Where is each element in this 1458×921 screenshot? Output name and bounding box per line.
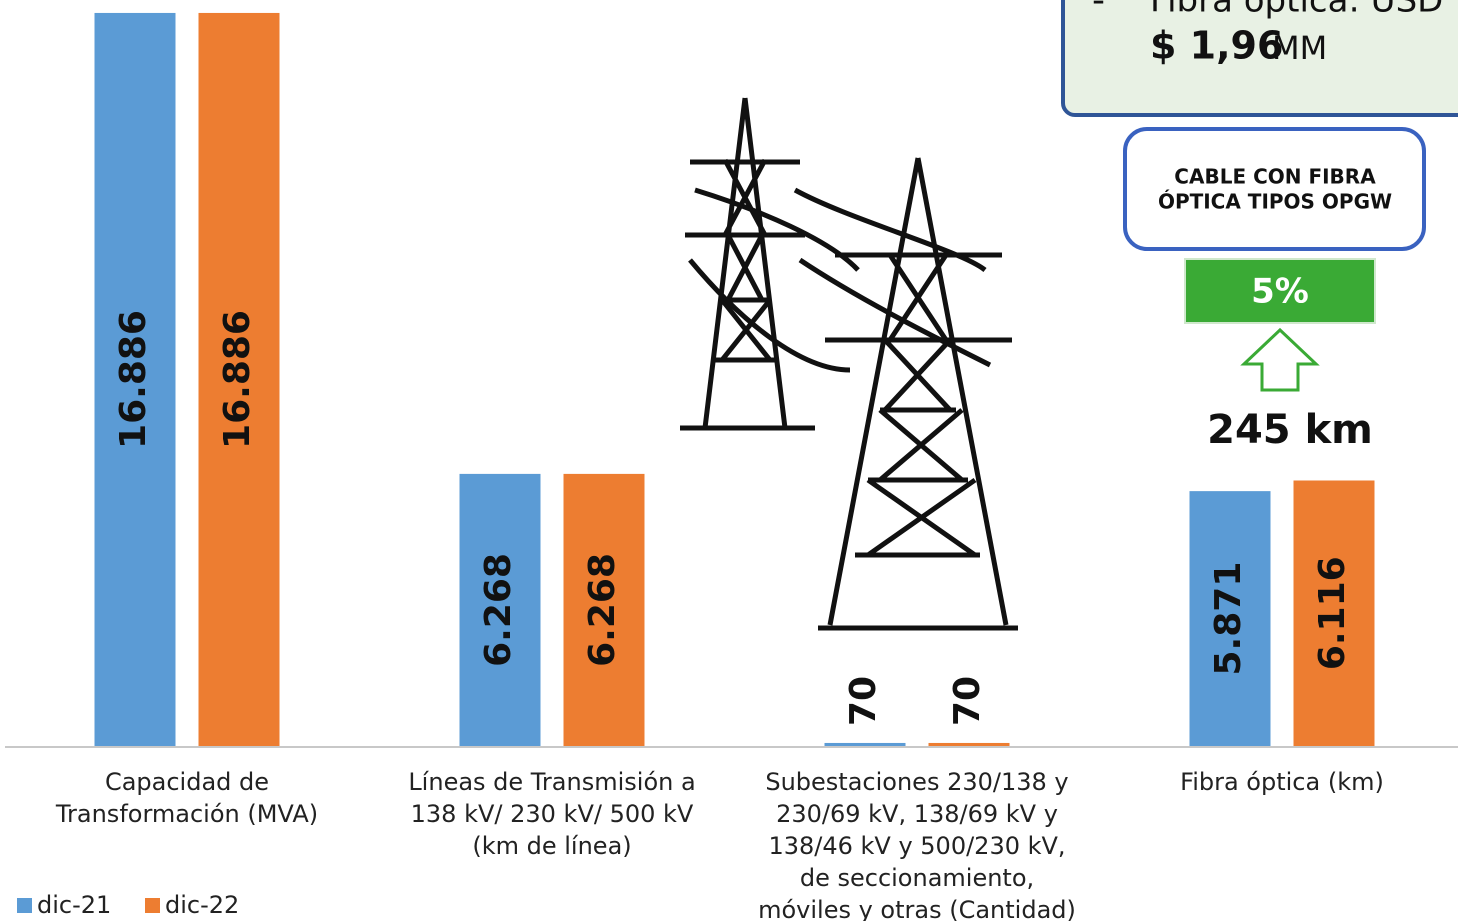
- cable-text: CABLE CON FIBRA: [1174, 165, 1376, 189]
- value-label: 6.268: [582, 553, 623, 667]
- x-tick-label: Fibra óptica (km): [1180, 768, 1384, 796]
- x-tick-label: Capacidad de: [105, 768, 269, 796]
- value-label: 16.886: [217, 310, 258, 449]
- legend-swatch: [145, 898, 160, 913]
- increase-text: 245 km: [1207, 407, 1373, 453]
- info-dash: -: [1092, 0, 1105, 21]
- bar: [1293, 480, 1375, 746]
- bar: [928, 742, 1010, 746]
- info-text: Fibra óptica: USD: [1150, 0, 1443, 21]
- value-label: 6.268: [478, 553, 519, 667]
- x-tick-label: 138 kV/ 230 kV/ 500 kV: [411, 800, 694, 828]
- bar: [459, 473, 541, 746]
- x-tick-label: móviles y otras (Cantidad): [758, 896, 1076, 921]
- info-box: [1061, 0, 1458, 117]
- value-label: 70: [947, 676, 988, 726]
- bar: [824, 742, 906, 746]
- value-label: 70: [843, 676, 884, 726]
- bar: [198, 12, 280, 747]
- cable-box: [1123, 127, 1426, 251]
- x-tick-label: 138/46 kV y 500/230 kV,: [768, 832, 1065, 860]
- legend-label: dic-21: [37, 891, 111, 919]
- growth-text: 5%: [1251, 272, 1309, 312]
- up-arrow: [1240, 327, 1320, 392]
- growth-box: [1184, 258, 1376, 324]
- info-unit: MM: [1272, 29, 1327, 67]
- tower-icon: [680, 97, 1018, 631]
- legend-swatch: [17, 898, 32, 913]
- info-amount: $ 1,96: [1150, 24, 1283, 68]
- value-label: 16.886: [113, 310, 154, 449]
- x-tick-label: Subestaciones 230/138 y: [765, 768, 1068, 796]
- x-tick-label: Transformación (MVA): [55, 800, 318, 828]
- x-tick-label: de seccionamiento,: [800, 864, 1034, 892]
- cable-text: ÓPTICA TIPOS OPGW: [1158, 190, 1392, 214]
- x-tick-label: (km de línea): [472, 832, 631, 860]
- x-tick-label: Líneas de Transmisión a: [408, 768, 695, 796]
- bar: [94, 12, 176, 747]
- bar: [1189, 491, 1271, 746]
- value-label: 5.871: [1208, 562, 1249, 676]
- bar: [563, 473, 645, 746]
- x-tick-label: 230/69 kV, 138/69 kV y: [776, 800, 1058, 828]
- legend-label: dic-22: [165, 891, 239, 919]
- value-label: 6.116: [1312, 556, 1353, 670]
